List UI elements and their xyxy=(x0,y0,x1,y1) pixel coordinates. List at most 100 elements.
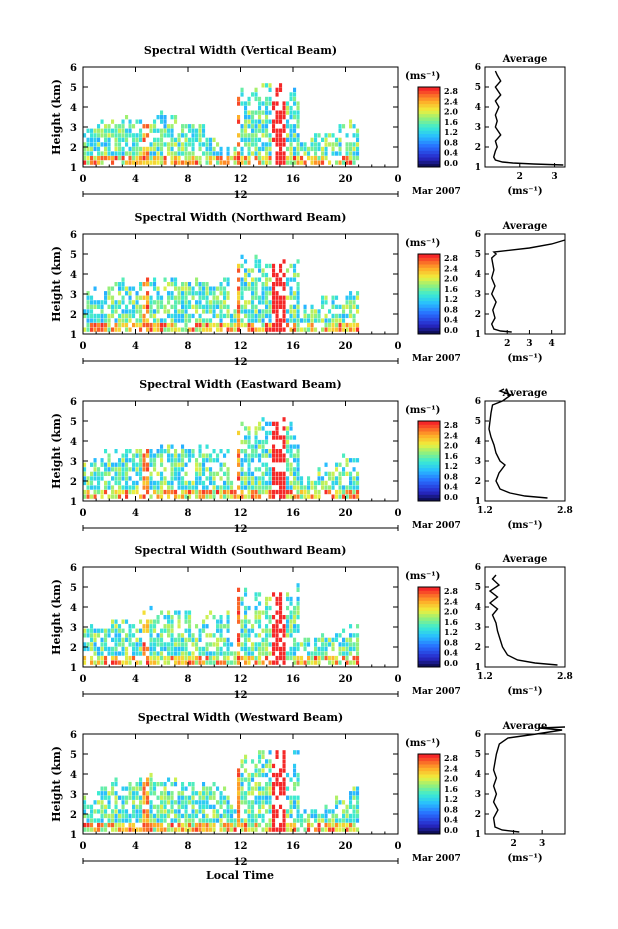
y-tick-label: 5 xyxy=(70,83,77,94)
heatmap-cell xyxy=(335,137,339,142)
heatmap-cell xyxy=(83,489,87,495)
x-tick-label: 12 xyxy=(234,508,248,519)
heatmap-cell xyxy=(307,322,311,328)
heatmap-cell xyxy=(275,489,279,495)
heatmap-cell xyxy=(195,467,199,472)
average-profile-line xyxy=(488,388,548,499)
heatmap-cell xyxy=(244,628,248,633)
heatmap-cell xyxy=(114,309,118,314)
heatmap-cell xyxy=(184,642,188,647)
heatmap-cell xyxy=(184,300,188,305)
heatmap-cell xyxy=(146,151,150,156)
heatmap-cell xyxy=(261,480,265,486)
heatmap-cell xyxy=(160,462,164,467)
heatmap-cell xyxy=(328,327,332,332)
heatmap-cell xyxy=(181,795,185,800)
heatmap-cell xyxy=(279,592,283,597)
heatmap-cell xyxy=(132,146,136,152)
heatmap-cell xyxy=(149,818,153,823)
heatmap-cell xyxy=(132,300,136,305)
heatmap-cell xyxy=(184,610,188,615)
heatmap-cell xyxy=(272,651,276,656)
heatmap-cell xyxy=(198,142,202,147)
heatmap-cell xyxy=(251,813,255,819)
heatmap-cell xyxy=(114,777,118,782)
heatmap-cell xyxy=(209,322,213,328)
heatmap-cell xyxy=(265,827,269,832)
heatmap-cell xyxy=(188,637,192,642)
colorbar-segment xyxy=(418,300,440,305)
heatmap-cell xyxy=(114,480,118,486)
heatmap-cell xyxy=(286,813,290,819)
heatmap-cell xyxy=(198,655,202,661)
heatmap-cell xyxy=(265,480,269,486)
heatmap-cell xyxy=(90,300,94,305)
average-profile-line xyxy=(492,70,564,166)
heatmap-cell xyxy=(237,809,241,814)
heatmap-cell xyxy=(324,313,328,319)
heatmap-cell xyxy=(118,286,122,291)
heatmap-cell xyxy=(114,818,118,823)
heatmap-cell xyxy=(293,304,297,309)
heatmap-cell xyxy=(184,818,188,823)
heatmap-cell xyxy=(181,646,185,652)
heatmap-cell xyxy=(191,160,195,165)
heatmap-cell xyxy=(118,322,122,328)
colorbar-segment xyxy=(418,320,440,325)
heatmap-cell xyxy=(121,637,125,642)
average-profile-line xyxy=(488,574,558,666)
colorbar-segment xyxy=(418,474,440,479)
heatmap-cell xyxy=(349,300,353,305)
heatmap-cell xyxy=(349,119,353,124)
heatmap-cell xyxy=(111,646,115,652)
heatmap-cell xyxy=(237,485,241,490)
colorbar-segment xyxy=(418,143,440,148)
heatmap-cell xyxy=(90,146,94,152)
heatmap-cell xyxy=(219,637,223,642)
heatmap-cell xyxy=(142,318,146,323)
y-axis-label: Height (km) xyxy=(50,746,63,822)
heatmap-cell xyxy=(335,322,339,328)
heatmap-cell xyxy=(153,151,157,156)
colorbar-frame xyxy=(417,253,441,335)
heatmap-cell xyxy=(324,318,328,323)
colorbar-tick-label: 0.8 xyxy=(444,304,458,314)
heatmap-cell xyxy=(135,786,139,791)
heatmap-cell xyxy=(167,309,171,314)
heatmap-cell xyxy=(205,615,209,620)
heatmap-cell xyxy=(128,160,132,165)
heatmap-cell xyxy=(160,791,164,796)
heatmap-cell xyxy=(174,642,178,647)
heatmap-cell xyxy=(254,309,258,314)
x-tick-label: 20 xyxy=(339,674,353,685)
heatmap-cell xyxy=(184,619,188,624)
heatmap-cell xyxy=(195,160,199,165)
heatmap-cell xyxy=(219,646,223,652)
heatmap-cell xyxy=(174,462,178,467)
heatmap-cell xyxy=(314,142,318,147)
heatmap-cell xyxy=(261,791,265,796)
heatmap-cell xyxy=(247,628,251,633)
heatmap-cell xyxy=(160,295,164,300)
heatmap-cell xyxy=(181,295,185,300)
heatmap-cell xyxy=(268,791,272,796)
heatmap-cell xyxy=(279,476,283,481)
heatmap-cell xyxy=(149,804,153,809)
heatmap-cell xyxy=(212,494,216,499)
heatmap-cell xyxy=(300,160,304,165)
heatmap-cell xyxy=(139,146,143,152)
heatmap-cell xyxy=(191,804,195,809)
heatmap-cell xyxy=(181,782,185,787)
heatmap-cell xyxy=(188,453,192,458)
heatmap-cell xyxy=(251,327,255,332)
heatmap-cell xyxy=(265,435,269,440)
heatmap-cell xyxy=(251,300,255,305)
heatmap-cell xyxy=(338,146,342,152)
colorbar-segment xyxy=(418,100,440,105)
heatmap-cell xyxy=(282,777,286,782)
heatmap-cell xyxy=(251,642,255,647)
heatmap-cell xyxy=(237,322,241,328)
heatmap-cell xyxy=(142,146,146,152)
heatmap-cell xyxy=(181,124,185,129)
heatmap-cell xyxy=(233,494,237,499)
